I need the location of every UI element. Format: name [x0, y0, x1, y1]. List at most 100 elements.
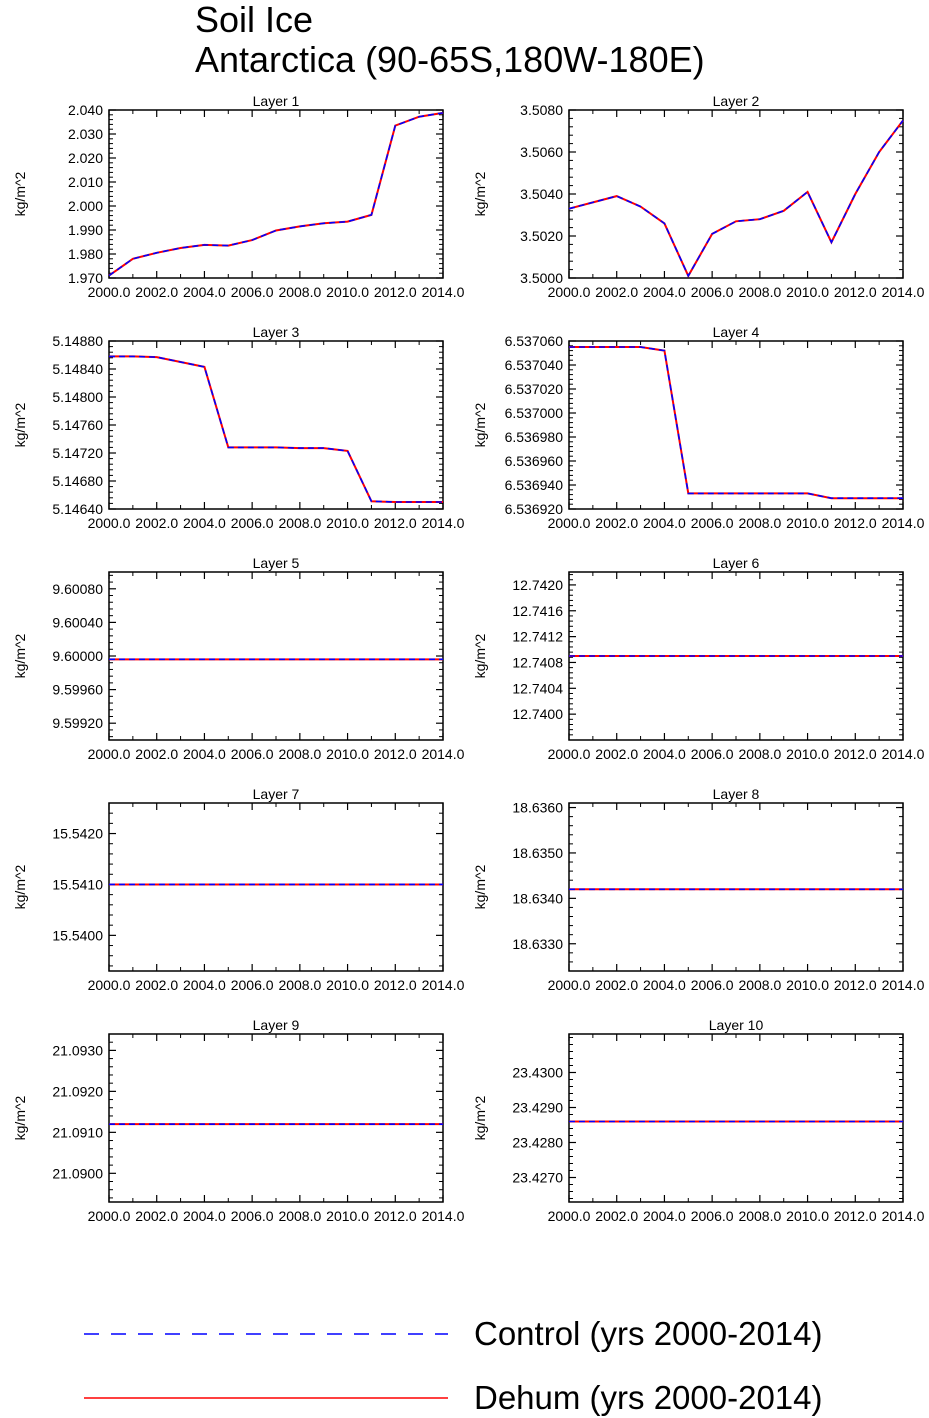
x-tick-label: 2012.0 [374, 1208, 417, 1224]
figure-title-line2: Antarctica (90-65S,180W-180E) [195, 39, 705, 80]
x-tick-label: 2006.0 [691, 746, 734, 762]
x-tick-label: 2012.0 [834, 1208, 877, 1224]
x-tick-label: 2006.0 [231, 977, 274, 993]
y-tick-label: 6.537060 [505, 333, 564, 349]
x-tick-label: 2002.0 [595, 746, 638, 762]
x-tick-label: 2004.0 [643, 515, 686, 531]
y-tick-label: 3.5060 [520, 144, 563, 160]
x-tick-label: 2002.0 [595, 284, 638, 300]
y-axis-label: kg/m^2 [12, 864, 28, 909]
x-tick-label: 2010.0 [326, 1208, 369, 1224]
y-tick-label: 2.020 [68, 150, 103, 166]
panel-title: Layer 3 [253, 324, 300, 340]
plot-frame [568, 109, 904, 279]
x-tick-label: 2006.0 [231, 284, 274, 300]
chart-layer-2: Layer 2 kg/m^2 2000.0 2002.0 2004.0 2006.0 200… [472, 93, 925, 300]
x-tick-label: 2004.0 [183, 746, 226, 762]
x-tick-label: 2010.0 [326, 515, 369, 531]
y-axis-label: kg/m^2 [472, 864, 488, 909]
legend-label: Control (yrs 2000-2014) [474, 1315, 823, 1352]
y-tick-label: 2.000 [68, 198, 103, 214]
y-tick-label: 18.6350 [512, 845, 563, 861]
panel-title: Layer 1 [253, 93, 300, 109]
y-tick-label: 5.14800 [52, 389, 103, 405]
x-tick-label: 2012.0 [374, 977, 417, 993]
y-tick-label: 6.537020 [505, 381, 564, 397]
x-tick-label: 2006.0 [231, 515, 274, 531]
y-tick-label: 3.5000 [520, 270, 563, 286]
plot-frame [108, 571, 444, 741]
y-tick-label: 1.990 [68, 222, 103, 238]
y-tick-label: 18.6340 [512, 890, 563, 906]
x-tick-label: 2014.0 [422, 515, 465, 531]
panel-title: Layer 7 [253, 786, 300, 802]
x-tick-label: 2012.0 [834, 515, 877, 531]
x-tick-label: 2010.0 [326, 284, 369, 300]
y-tick-label: 1.970 [68, 270, 103, 286]
y-tick-label: 2.010 [68, 174, 103, 190]
chart-layer-3: Layer 3 kg/m^2 2000.0 2002.0 2004.0 2006.0 200… [12, 324, 465, 531]
panel-title: Layer 2 [713, 93, 760, 109]
plot-frame [568, 1033, 904, 1203]
x-tick-label: 2010.0 [786, 515, 829, 531]
y-tick-label: 9.59920 [52, 715, 103, 731]
x-tick-label: 2002.0 [595, 977, 638, 993]
y-tick-label: 1.980 [68, 246, 103, 262]
series-control-line [109, 355, 443, 503]
panel-title: Layer 6 [713, 555, 760, 571]
x-tick-label: 2010.0 [786, 1208, 829, 1224]
y-axis-label: kg/m^2 [472, 402, 488, 447]
x-tick-label: 2006.0 [691, 284, 734, 300]
x-tick-label: 2000.0 [88, 1208, 131, 1224]
y-tick-label: 6.536980 [505, 429, 564, 445]
plot-frame [108, 340, 444, 510]
y-tick-label: 23.4290 [512, 1100, 563, 1116]
y-axis-label: kg/m^2 [12, 1095, 28, 1140]
x-tick-label: 2000.0 [548, 284, 591, 300]
y-tick-label: 18.6330 [512, 936, 563, 952]
y-tick-label: 6.536940 [505, 477, 564, 493]
y-tick-label: 15.5420 [52, 826, 103, 842]
x-tick-label: 2012.0 [834, 746, 877, 762]
y-tick-label: 9.60000 [52, 648, 103, 664]
x-tick-label: 2010.0 [786, 284, 829, 300]
y-axis-label: kg/m^2 [472, 171, 488, 216]
y-axis-label: kg/m^2 [472, 633, 488, 678]
x-tick-label: 2008.0 [278, 515, 321, 531]
y-tick-label: 12.7412 [512, 629, 563, 645]
x-tick-label: 2002.0 [595, 515, 638, 531]
y-tick-label: 21.0900 [52, 1165, 103, 1181]
x-tick-label: 2010.0 [786, 746, 829, 762]
y-tick-label: 5.14720 [52, 445, 103, 461]
x-tick-label: 2008.0 [738, 284, 781, 300]
legend: Control (yrs 2000-2014) Dehum (yrs 2000-2… [84, 1315, 823, 1416]
x-tick-label: 2010.0 [786, 977, 829, 993]
x-tick-label: 2014.0 [882, 977, 925, 993]
x-tick-label: 2006.0 [691, 977, 734, 993]
y-tick-label: 3.5040 [520, 186, 563, 202]
y-tick-label: 6.537000 [505, 405, 564, 421]
x-tick-label: 2008.0 [738, 746, 781, 762]
y-tick-label: 9.60080 [52, 581, 103, 597]
panel-title: Layer 10 [709, 1017, 764, 1033]
series-dehum-line [568, 119, 904, 279]
x-tick-label: 2010.0 [326, 746, 369, 762]
chart-layer-5: Layer 5 kg/m^2 2000.0 2002.0 2004.0 2006.0 200… [12, 555, 465, 762]
x-tick-label: 2008.0 [278, 1208, 321, 1224]
x-tick-label: 2000.0 [548, 977, 591, 993]
x-tick-label: 2000.0 [548, 1208, 591, 1224]
y-tick-label: 21.0910 [52, 1124, 103, 1140]
y-tick-label: 5.14680 [52, 473, 103, 489]
y-axis-label: kg/m^2 [12, 402, 28, 447]
x-tick-label: 2000.0 [88, 515, 131, 531]
x-tick-label: 2004.0 [643, 1208, 686, 1224]
y-tick-label: 5.14640 [52, 501, 103, 517]
y-axis-label: kg/m^2 [12, 171, 28, 216]
y-tick-label: 12.7416 [512, 603, 563, 619]
x-tick-label: 2004.0 [643, 284, 686, 300]
x-tick-label: 2002.0 [135, 746, 178, 762]
x-tick-label: 2006.0 [231, 1208, 274, 1224]
series-dehum-line [569, 346, 903, 500]
y-tick-label: 23.4300 [512, 1065, 563, 1081]
